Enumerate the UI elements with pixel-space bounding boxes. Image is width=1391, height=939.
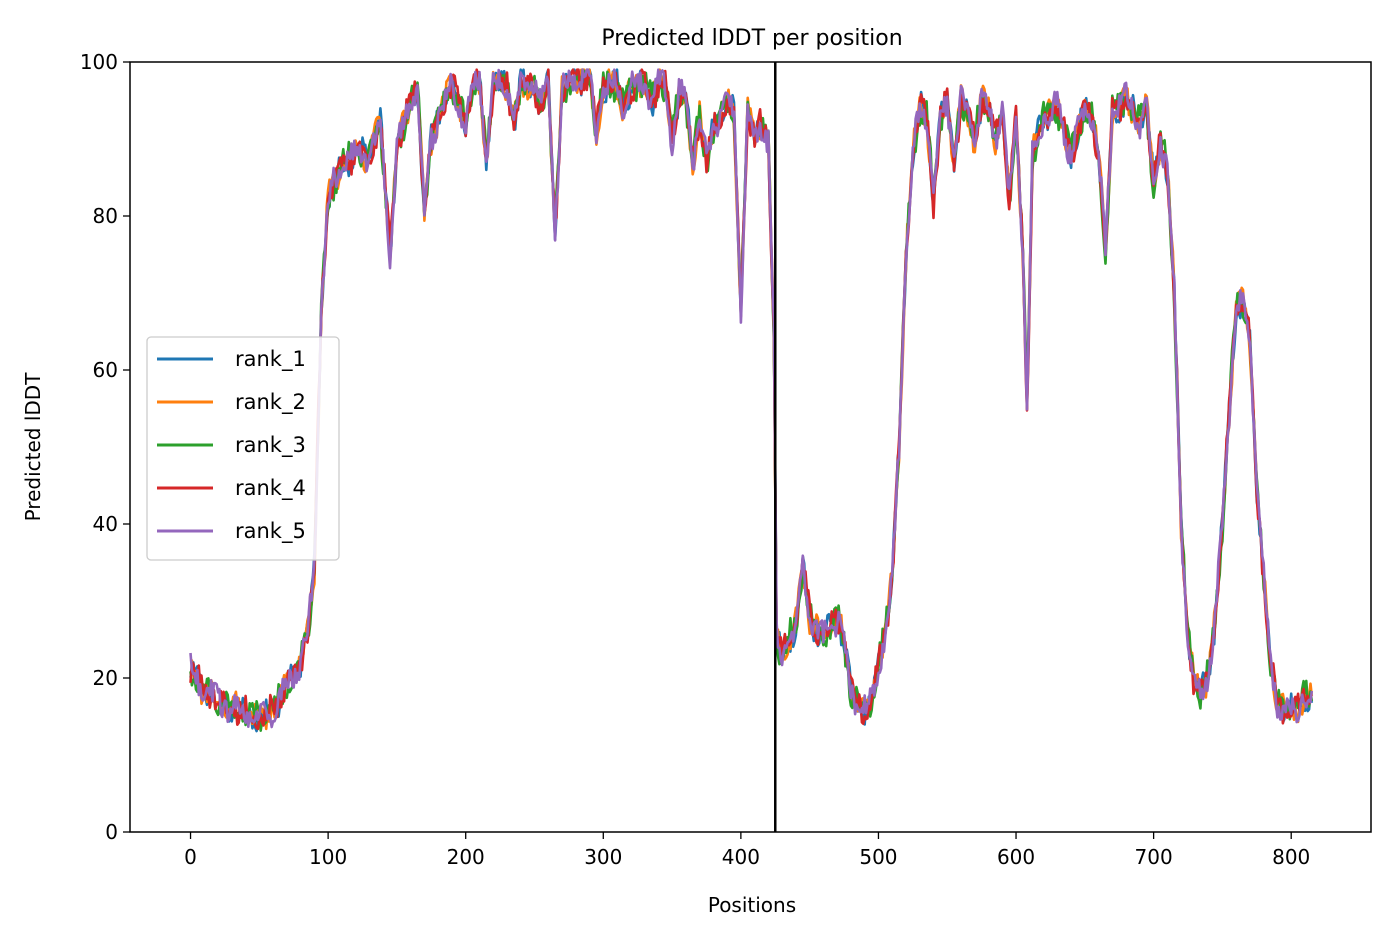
legend-box: [146, 336, 340, 561]
legend-label: rank_3: [235, 433, 306, 458]
x-tick-label: 0: [184, 845, 197, 869]
y-axis-ticks: 0 20 40 60 80 100: [80, 50, 130, 844]
y-tick-label: 100: [80, 50, 118, 74]
x-tick-label: 600: [997, 845, 1035, 869]
x-tick-label: 500: [859, 845, 897, 869]
y-tick-label: 40: [93, 512, 118, 536]
series-line-rank-5: [189, 68, 1314, 729]
series-line-rank-3: [189, 68, 1314, 732]
series-line-rank-2: [189, 68, 1314, 731]
chart-title: Predicted lDDT per position: [601, 26, 902, 51]
x-axis-ticks: 0 100 200 300 400 500 600 700 800: [184, 832, 1310, 869]
legend-label: rank_4: [235, 476, 306, 501]
x-tick-label: 700: [1135, 845, 1173, 869]
x-tick-label: 800: [1272, 845, 1310, 869]
legend-label: rank_1: [235, 347, 306, 372]
x-axis-label: Positions: [708, 893, 796, 917]
x-tick-label: 300: [584, 845, 622, 869]
y-axis-label: Predicted lDDT: [21, 372, 45, 522]
legend: rank_1 rank_2 rank_3 rank_4 rank_5: [146, 336, 340, 561]
x-tick-label: 100: [309, 845, 347, 869]
series-line-rank-1: [189, 68, 1314, 733]
series-line-rank-4: [189, 68, 1313, 731]
legend-label: rank_5: [235, 519, 306, 544]
y-tick-label: 80: [93, 204, 118, 228]
series-lines: [189, 68, 1314, 733]
y-tick-label: 20: [93, 666, 118, 690]
y-tick-label: 0: [105, 820, 118, 844]
plot-frame: [129, 61, 1372, 833]
x-tick-label: 400: [722, 845, 760, 869]
y-tick-label: 60: [93, 358, 118, 382]
legend-label: rank_2: [235, 390, 306, 415]
x-tick-label: 200: [447, 845, 485, 869]
